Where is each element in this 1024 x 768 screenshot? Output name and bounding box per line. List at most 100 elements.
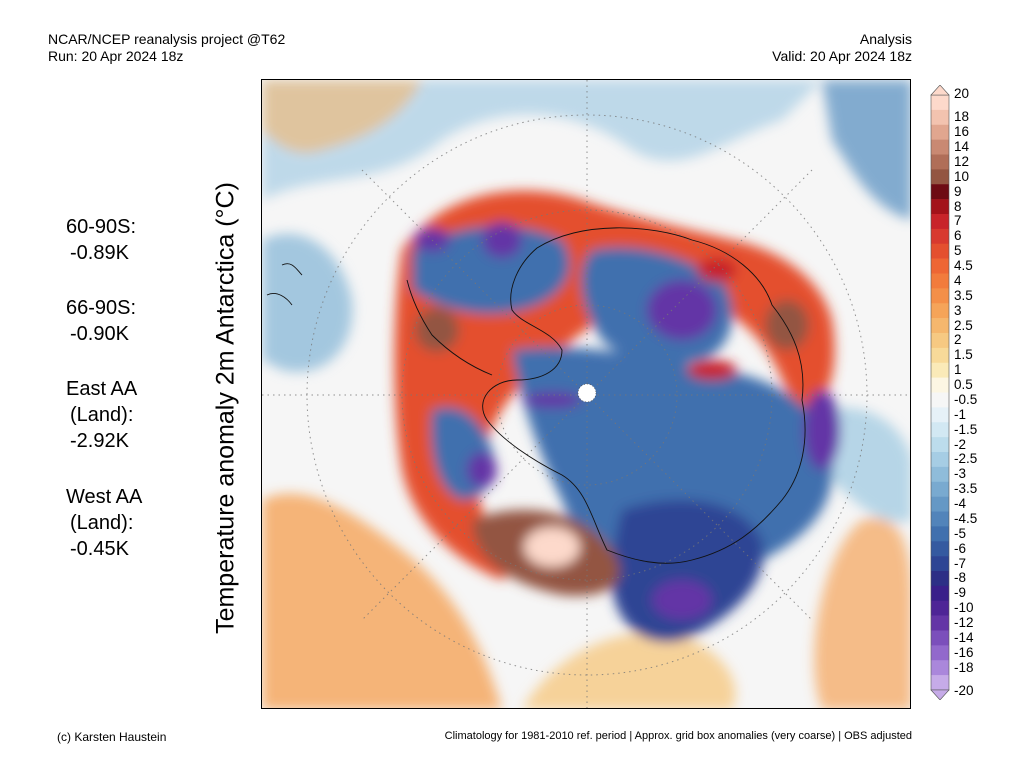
colorbar-tick-label: -3 [954, 466, 967, 482]
header-right: Analysis Valid: 20 Apr 2024 18z [772, 31, 912, 65]
colorbar-swatch [931, 273, 949, 289]
colorbar [930, 85, 950, 700]
colorbar-swatch [931, 362, 949, 378]
colorbar-tick-label: 10 [954, 168, 970, 184]
colorbar-tick-label: 16 [954, 124, 970, 140]
warm-patch-s [523, 632, 736, 708]
stat-value: -0.89K [70, 242, 129, 264]
colorbar-swatch [931, 645, 949, 661]
colorbar-tick-label: -10 [954, 600, 974, 616]
colorbar-swatch [931, 139, 949, 155]
stat-value: -2.92K [70, 430, 129, 452]
map-title-vertical: Temperature anomaly 2m Antarctica (°C) [211, 182, 240, 634]
colorbar-tick-label: -18 [954, 659, 974, 675]
colorbar-bottom-arrow [930, 689, 950, 700]
extreme-cold-7 [414, 228, 450, 252]
cool-patch-e [822, 407, 910, 522]
colorbar-tick-label: -8 [954, 570, 967, 586]
antarctic-peninsula [406, 279, 493, 376]
run-time: Run: 20 Apr 2024 18z [48, 48, 184, 64]
colorbar-swatch [931, 377, 949, 393]
warm-east-2 [687, 360, 737, 380]
colorbar-tick-label: -12 [954, 615, 974, 631]
stat-label: East AA [66, 378, 138, 400]
colorbar-tick-label: -1 [954, 406, 967, 422]
warm-patch-se [814, 517, 910, 708]
hotspot-amundsen-core [524, 527, 580, 567]
colorbar-swatch [931, 571, 949, 587]
colorbar-tick-label: 5 [954, 243, 962, 259]
analysis-label: Analysis [859, 31, 912, 47]
anomaly-map [261, 79, 911, 709]
colorbar-tick-label: 0.5 [954, 377, 973, 393]
colorbar-swatch [931, 422, 949, 438]
colorbar-swatch [931, 466, 949, 483]
stat-value: -0.90K [70, 323, 129, 345]
stat-label-sub: (Land): [70, 404, 134, 426]
colorbar-tick-label: 4.5 [954, 258, 973, 274]
colorbar-swatch [931, 109, 949, 126]
colorbar-swatch [931, 154, 949, 170]
stat-west-aa: West AA (Land): -0.45K [66, 484, 142, 562]
cold-core-antarctica [512, 347, 833, 580]
colorbar-swatch [931, 258, 949, 274]
colorbar-swatch [931, 228, 949, 245]
colorbar-tick-label: -3.5 [954, 481, 978, 497]
colorbar-tick-label: -4.5 [954, 510, 978, 526]
colorbar-tick-label: 20 [954, 86, 970, 102]
colorbar-tick-label: -2 [954, 436, 967, 452]
colorbar-tick-label: 7 [954, 213, 962, 229]
colorbar-swatch [931, 511, 949, 527]
colorbar-tick-label: 12 [954, 153, 970, 169]
pole-marker [577, 383, 597, 403]
colorbar-tick-label: 8 [954, 198, 962, 214]
copyright: (c) Karsten Haustein [57, 730, 167, 744]
colorbar-tick-label: -20 [954, 682, 974, 698]
model-title: NCAR/NCEP reanalysis project @T62 [48, 31, 286, 47]
cold-block-nw [412, 226, 570, 314]
colorbar-tick-label: -0.5 [954, 391, 978, 407]
colorbar-tick-label: -7 [954, 555, 967, 571]
stat-60-90s: 60-90S: -0.89K [66, 214, 136, 266]
colorbar-swatch [931, 496, 949, 512]
cool-band-north [262, 80, 822, 200]
colorbar-swatch [931, 288, 949, 304]
colorbar-swatch [931, 600, 949, 616]
extreme-cold-2 [647, 280, 717, 340]
coastline [266, 227, 806, 564]
footer-notes: Climatology for 1981-2010 ref. period | … [444, 730, 912, 742]
colorbar-swatch [931, 615, 949, 631]
stat-value: -0.45K [70, 538, 129, 560]
extreme-cold-6 [467, 452, 497, 488]
colorbar-tick-label: 4 [954, 272, 962, 288]
colorbar-swatch [931, 660, 949, 676]
colorbar-swatch [931, 437, 949, 453]
colorbar-tick-label: 6 [954, 228, 962, 244]
anomaly-map-svg [262, 80, 910, 708]
colorbar-swatch [931, 124, 949, 140]
colorbar-swatch [931, 556, 949, 572]
colorbar-tick-label: 3.5 [954, 287, 973, 303]
stat-label: West AA [66, 486, 143, 508]
colorbar-tick-label: -4 [954, 496, 967, 512]
colorbar-swatch [931, 303, 949, 319]
colorbar-swatch [931, 452, 949, 468]
colorbar-swatch [931, 630, 949, 646]
colorbar-tick-label: -1.5 [954, 421, 978, 437]
colorbar-swatch [931, 585, 949, 602]
warm-patch-sw [262, 493, 502, 708]
colorbar-swatch [931, 392, 949, 408]
colorbar-tick-label: -9 [954, 585, 967, 601]
stat-label-sub: (Land): [70, 512, 134, 534]
colorbar-swatch [931, 199, 949, 215]
colorbar-tick-label: 1 [954, 362, 962, 378]
warm-east-1 [697, 258, 737, 282]
stat-66-90s: 66-90S: -0.90K [66, 295, 136, 347]
colorbar-tick-label: -14 [954, 629, 974, 645]
hotspot-east [765, 300, 809, 350]
cool-patch-w [262, 233, 353, 372]
colorbar-tick-label: -6 [954, 540, 967, 556]
colorbar-tick-label: 9 [954, 183, 962, 199]
colorbar-swatch [931, 675, 949, 691]
colorbar-swatch [931, 407, 949, 423]
